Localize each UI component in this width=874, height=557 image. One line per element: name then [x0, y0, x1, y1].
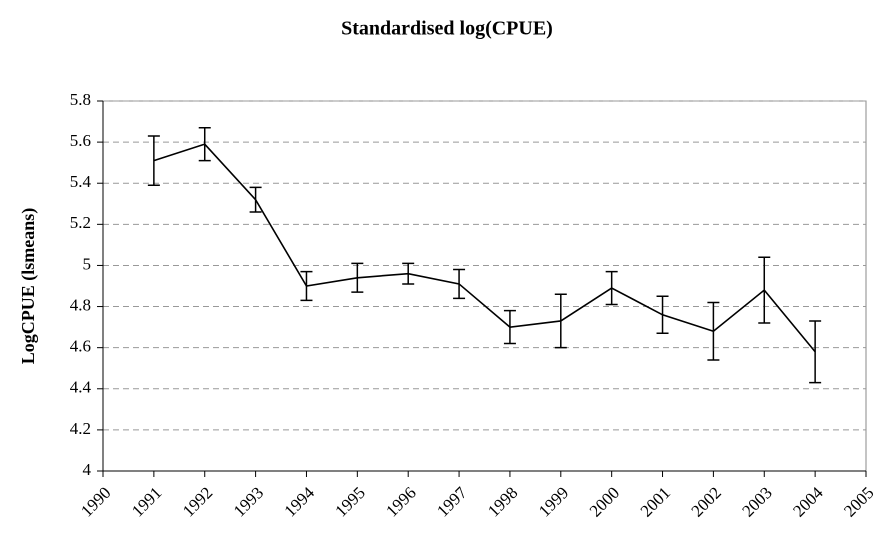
y-tick-label: 4: [83, 460, 92, 479]
y-tick-label: 4.4: [70, 378, 92, 397]
x-tick-label: 1992: [179, 483, 216, 520]
y-tick-label: 4.6: [70, 337, 91, 356]
error-bar: [300, 270, 313, 302]
error-bar: [554, 293, 567, 349]
data-line: [153, 143, 816, 353]
error-bar: [809, 320, 822, 384]
x-tick-label: 1990: [77, 483, 114, 520]
error-bar: [503, 309, 516, 345]
error-bar: [707, 301, 720, 361]
error-bar: [453, 268, 466, 300]
error-bar: [249, 186, 262, 213]
x-tick-label: 2001: [637, 483, 674, 520]
error-bar: [198, 126, 211, 162]
error-bar: [351, 262, 364, 293]
y-tick-label: 5: [83, 254, 92, 273]
y-tick-label: 5.8: [70, 90, 91, 109]
x-tick-label: 1993: [230, 483, 267, 520]
y-tick-label: 4.8: [70, 295, 91, 314]
x-tick-label: 2003: [738, 483, 775, 520]
x-tick-label: 1998: [484, 483, 521, 520]
x-tick-label: 1995: [331, 483, 368, 520]
x-tick-label: 1994: [281, 483, 319, 521]
x-tick-label: 1991: [128, 483, 165, 520]
plot-area: [102, 100, 867, 472]
x-tick-label: 2000: [586, 483, 623, 520]
y-tick-label: 5.4: [70, 172, 92, 191]
y-axis-label: LogCPUE (lsmeans): [18, 208, 39, 365]
error-bar: [605, 270, 618, 306]
error-bar: [656, 295, 669, 335]
x-tick-label: 2005: [840, 483, 874, 520]
x-tick-label: 1999: [535, 483, 572, 520]
x-tick-label: 2002: [688, 483, 725, 520]
y-tick-label: 5.2: [70, 213, 91, 232]
error-bar: [147, 135, 160, 187]
y-tick-label: 5.6: [70, 131, 91, 150]
x-tick-label: 1997: [433, 483, 471, 521]
y-tick-label: 4.2: [70, 419, 91, 438]
error-bar: [402, 262, 415, 285]
error-bar: [758, 256, 771, 324]
x-tick-label: 1996: [382, 483, 419, 520]
x-tick-label: 2004: [789, 483, 827, 521]
chart-title: Standardised log(CPUE): [341, 18, 553, 40]
